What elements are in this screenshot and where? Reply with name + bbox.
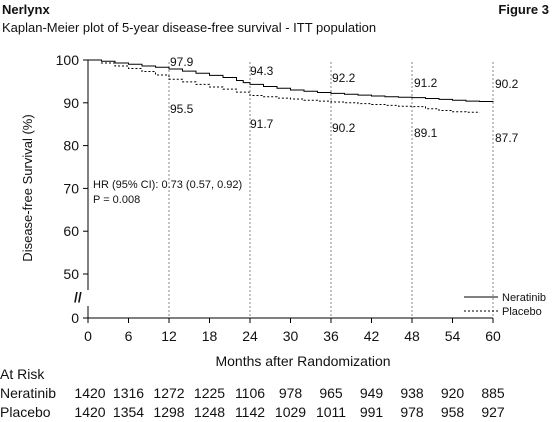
point-label-placebo-month-12: 95.5 <box>170 102 194 116</box>
survival-curves <box>88 59 494 113</box>
y-axis-ticks: 100 90 80 70 60 50 0 <box>56 52 88 326</box>
hazard-ratio-annotation: HR (95% CI): 0.73 (0.57, 0.92) <box>93 179 242 191</box>
at-risk-value-placebo: 1420 <box>74 404 105 420</box>
chart-subtitle: Kaplan-Meier plot of 5-year disease-free… <box>2 20 376 35</box>
x-tick-label: 30 <box>283 328 299 344</box>
at-risk-value-placebo: 927 <box>481 404 505 420</box>
figure-label: Figure 3 <box>498 2 549 17</box>
at-risk-value-neratinib: 885 <box>481 385 505 401</box>
legend-label-neratinib: Neratinib <box>502 292 546 304</box>
y-tick-label: 60 <box>63 223 79 239</box>
at-risk-value-neratinib: 1106 <box>235 385 265 401</box>
x-tick-label: 6 <box>125 328 133 344</box>
point-label-placebo-month-60: 87.7 <box>495 131 519 145</box>
y-tick-label: 70 <box>63 180 79 196</box>
at-risk-value-placebo: 1142 <box>235 404 265 420</box>
point-label-placebo-month-24: 91.7 <box>250 117 274 131</box>
at-risk-value-placebo: 978 <box>400 404 424 420</box>
point-label-placebo-month-48: 89.1 <box>414 126 438 140</box>
point-label-neratinib-month-12: 97.9 <box>170 55 194 69</box>
x-tick-label: 12 <box>161 328 177 344</box>
at-risk-row-label-placebo: Placebo <box>0 404 51 420</box>
y-axis-title: Disease-free Survival (%) <box>20 114 35 261</box>
at-risk-value-neratinib: 1420 <box>74 385 105 401</box>
y-tick-label: 80 <box>63 138 79 154</box>
x-axis-ticks: 0 6 12 18 24 30 36 42 48 54 60 <box>84 318 501 344</box>
at-risk-value-neratinib: 1316 <box>113 385 144 401</box>
legend: Neratinib Placebo <box>464 292 546 318</box>
at-risk-value-placebo: 1029 <box>275 404 306 420</box>
x-axis-title: Months after Randomization <box>215 353 390 369</box>
curve-neratinib <box>88 59 494 103</box>
point-label-neratinib-month-24: 94.3 <box>250 64 274 78</box>
legend-label-placebo: Placebo <box>502 306 542 318</box>
at-risk-value-neratinib: 938 <box>400 385 424 401</box>
at-risk-value-neratinib: 1225 <box>194 385 225 401</box>
at-risk-value-placebo: 1354 <box>113 404 144 420</box>
at-risk-value-placebo: 958 <box>441 404 465 420</box>
x-tick-label: 48 <box>404 328 420 344</box>
curve-placebo <box>88 59 480 113</box>
x-tick-label: 42 <box>364 328 380 344</box>
survival-point-labels: 97.9 94.3 92.2 91.2 90.2 95.5 91.7 90.2 89.1 87.7 <box>170 55 519 145</box>
y-tick-label: 100 <box>56 52 80 68</box>
at-risk-value-neratinib: 965 <box>319 385 343 401</box>
p-value-annotation: P = 0.008 <box>93 194 140 206</box>
point-label-neratinib-month-60: 90.2 <box>495 77 519 91</box>
y-tick-label: 50 <box>63 266 79 282</box>
y-tick-label: 90 <box>63 95 79 111</box>
x-tick-label: 0 <box>84 328 92 344</box>
at-risk-value-neratinib: 1272 <box>153 385 184 401</box>
at-risk-value-neratinib: 949 <box>360 385 384 401</box>
at-risk-row-label-neratinib: Neratinib <box>0 385 56 401</box>
at-risk-value-neratinib: 920 <box>441 385 465 401</box>
point-label-neratinib-month-48: 91.2 <box>414 76 438 90</box>
point-label-placebo-month-36: 90.2 <box>332 121 356 135</box>
at-risk-value-placebo: 1248 <box>194 404 225 420</box>
drug-name: Nerlynx <box>2 2 50 17</box>
x-tick-label: 36 <box>323 328 339 344</box>
at-risk-values: 1420 1316 1272 1225 1106 978 965 949 938 920 885 14… <box>74 385 504 420</box>
at-risk-title: At Risk <box>0 366 45 382</box>
x-tick-label: 60 <box>485 328 501 344</box>
x-tick-label: 54 <box>445 328 461 344</box>
point-label-neratinib-month-36: 92.2 <box>332 71 356 85</box>
at-risk-value-neratinib: 978 <box>279 385 303 401</box>
at-risk-value-placebo: 1298 <box>153 404 184 420</box>
x-tick-label: 18 <box>202 328 218 344</box>
at-risk-value-placebo: 991 <box>360 404 384 420</box>
y-axis-break-marker: // <box>74 289 82 305</box>
reference-lines <box>168 62 494 318</box>
at-risk-value-placebo: 1011 <box>316 404 346 420</box>
y-tick-label: 0 <box>71 310 79 326</box>
x-tick-label: 24 <box>242 328 258 344</box>
